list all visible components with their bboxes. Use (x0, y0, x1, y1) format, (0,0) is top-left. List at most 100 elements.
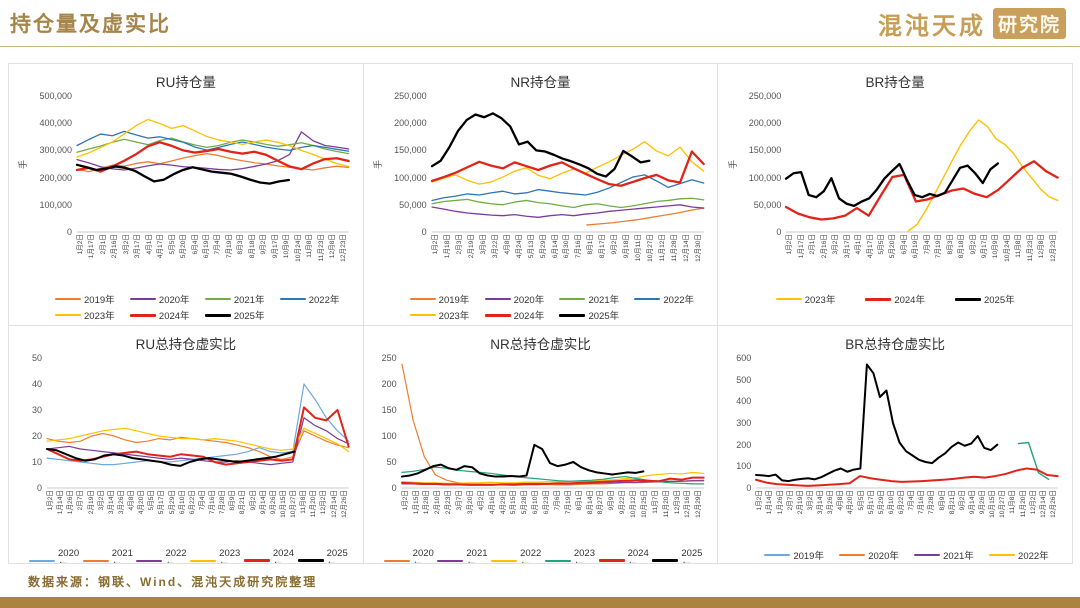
chart-title: NR总持仓虚实比 (490, 337, 591, 352)
legend-label: 2019年 (793, 551, 824, 562)
legend-label: 2023年 (219, 548, 241, 563)
x-axis: 1月2日 1月17日 2月1日 2月16日 3月2日 3月17日 4月1日 4月17日 5月5日… (726, 234, 1064, 291)
x-tick-label: 5月29日 (539, 234, 547, 259)
legend-label: 2022年 (165, 548, 187, 563)
legend-line-mark (484, 298, 511, 300)
x-tick-label: 8月9日 (229, 490, 237, 511)
legend-item: 2020年 (383, 548, 438, 563)
x-tick-label: 1月26日 (67, 490, 75, 515)
legend-line-mark (297, 559, 324, 562)
axis-spacer (372, 490, 402, 547)
x-tick-label: 10月15日 (279, 490, 287, 518)
x-tick-label: 7月28日 (928, 490, 936, 515)
x-tick-label: 4月8日 (128, 490, 135, 511)
legend-item: 2019年 (409, 292, 485, 306)
x-tick-label: 12月14日 (330, 490, 338, 518)
x-tick-label: 8月21日 (948, 490, 956, 515)
chart-body: 250 200 150 100 50 0 (372, 354, 710, 493)
legend-label: 2025年 (233, 311, 265, 322)
x-tick-label: 12月14日 (1039, 490, 1047, 518)
x-tick-label: 6月10日 (532, 490, 540, 515)
x-tick-label: 3月26日 (827, 490, 835, 515)
legend-line-mark (764, 554, 791, 556)
legend-label: 2022年 (308, 295, 340, 306)
legend-line-mark (914, 554, 941, 556)
series-line (77, 165, 289, 184)
legend-item: 2025年 (954, 292, 1015, 306)
x-tick-label: 1月17日 (88, 234, 96, 259)
legend-item: 2022年 (136, 548, 190, 563)
x-tick-label: 7月6日 (553, 490, 561, 511)
legend-label: 2021年 (111, 548, 133, 563)
chart-panel-br-ratio: BR总持仓虚实比 600 500 400 300 200 100 0 1月2日 1月14日 1月26… (717, 325, 1073, 564)
legend-item: 2022年 (989, 548, 1064, 562)
x-tick-label: 3月2日 (832, 234, 840, 255)
legend-line-mark (29, 559, 55, 562)
x-tick-label: 10月12日 (630, 490, 638, 518)
x-axis: 1月2日 1月17日 2月1日 2月16日 3月2日 3月17日 4月1日 4月17日 5月5日… (17, 234, 355, 291)
chart-title: RU总持仓虚实比 (135, 337, 237, 352)
legend-label: 2024年 (627, 548, 649, 563)
x-tick-label: 4月20日 (847, 490, 855, 515)
x-tick-label: 4月1日 (855, 234, 863, 255)
legend-label: 2023年 (573, 548, 595, 563)
plot-area (47, 358, 355, 488)
plot-area (432, 96, 710, 232)
x-tick-label: 8月1日 (587, 234, 595, 255)
legend-line-mark (136, 559, 163, 562)
series-line (47, 449, 294, 466)
axis-spacer (726, 234, 786, 291)
series-line (786, 163, 998, 205)
series-line (77, 132, 349, 170)
legend-label: 2024年 (894, 295, 925, 306)
x-tick-label: 12月23日 (340, 234, 348, 262)
legend-line-mark (82, 559, 109, 562)
x-tick-label: 5月15日 (510, 490, 518, 515)
charts-grid: RU持仓量手 500,000 400,000 300,000 200,000 100,00… (8, 63, 1073, 564)
x-tick-label: 7月19日 (935, 234, 943, 259)
legend-line-mark (634, 298, 661, 300)
plot-area (77, 96, 355, 232)
legend-line-mark (279, 298, 306, 300)
legend-line-mark (491, 559, 518, 562)
plot-canvas (402, 358, 704, 488)
legend-item: 2021年 (914, 548, 989, 562)
plot-canvas (786, 96, 1058, 232)
company-logo: 混沌天成 研究院 (878, 6, 1066, 41)
legend-item: 2021年 (559, 292, 634, 306)
legend-label: 2019年 (84, 295, 115, 306)
legend-item: 2025年 (652, 548, 706, 563)
legend-line-mark (559, 298, 586, 300)
x-tick-label: 6月22日 (188, 490, 196, 515)
x-tick-label: 6月19日 (202, 234, 210, 259)
legend-item: 2022年 (491, 548, 545, 563)
x-tick-label: 9月26日 (979, 490, 987, 515)
legend-item: 2024年 (484, 308, 560, 322)
x-tick-label: 11月23日 (317, 234, 325, 262)
x-tick-label: 8月14日 (586, 490, 594, 515)
x-tick-label: 12月14日 (683, 234, 691, 262)
x-tick-label: 11月8日 (300, 490, 308, 514)
x-tick-label: 4月24日 (515, 234, 523, 259)
x-tick-label: 10月27日 (999, 490, 1007, 518)
legend-item: 2023年 (409, 308, 485, 322)
legend-line-mark (484, 313, 511, 317)
x-tick-labels: 1月2日 1月15日 1月28日 2月10日 2月23日 3月7日 3月20日 4月2日 4月1… (402, 490, 710, 547)
x-tick-label: 4月2日 (477, 490, 485, 511)
legend-item: 2023年 (544, 548, 599, 563)
x-tick-label: 4月8日 (837, 490, 845, 511)
x-tick-label: 7月19日 (225, 234, 233, 259)
x-tick-label: 4月8日 (503, 234, 511, 255)
x-axis: 1月2日 1月18日 2月3日 2月19日 3月6日 3月22日 4月8日 4月24日 5月13… (372, 234, 710, 291)
legend-line-mark (409, 298, 436, 300)
chart-panel-br-position: BR持仓量手 250,000 200,000 150,000 100,000 50,000… (717, 63, 1073, 326)
x-tick-label: 9月2日 (249, 490, 257, 511)
axis-spacer (726, 490, 756, 547)
chart-body: 手 500,000 400,000 300,000 200,000 100,000 0 (17, 92, 355, 236)
x-tick-labels: 1月2日 1月14日 1月26日 2月7日 2月19日 3月2日 3月14日 3月26日 4月8… (756, 490, 1064, 547)
x-tick-label: 2月3日 (455, 234, 463, 255)
legend-line-mark (559, 313, 586, 317)
x-tick-label: 2月16日 (111, 234, 119, 259)
plot-area (756, 358, 1064, 488)
